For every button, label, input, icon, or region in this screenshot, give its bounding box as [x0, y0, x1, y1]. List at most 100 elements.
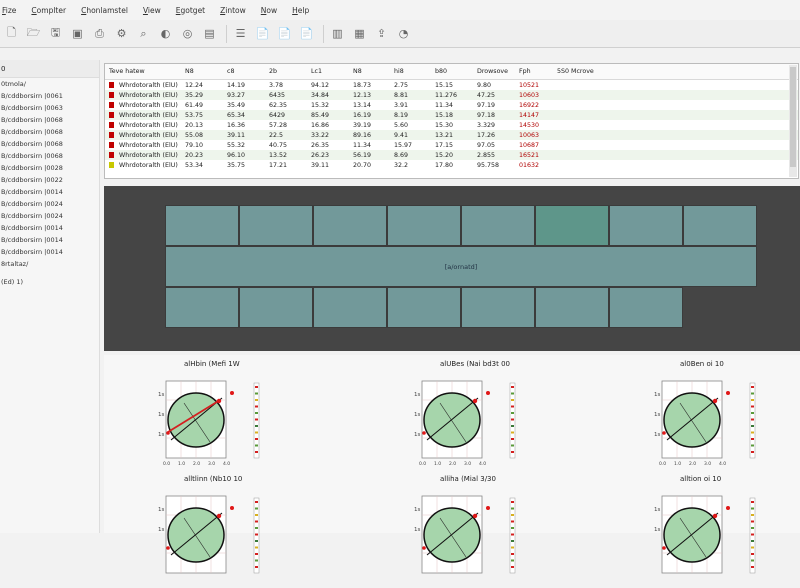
sidebar-item[interactable]: B/cddborsirn |0068: [1, 140, 63, 148]
zoom-icon[interactable]: ⌕: [140, 26, 147, 40]
column-header[interactable]: 5S0 Mcrove: [557, 68, 594, 75]
layout-tile[interactable]: [461, 205, 535, 246]
layout-tile[interactable]: [313, 205, 387, 246]
data-point: [472, 513, 478, 519]
settings-icon[interactable]: ⚙: [116, 27, 127, 40]
layout-tile[interactable]: [239, 205, 313, 246]
table-row[interactable]: Whrdotoralth (ElU) 35.29 93.27 6435 34.84 12.…: [105, 90, 798, 100]
layout-tile[interactable]: [387, 287, 461, 328]
layout-tile[interactable]: [535, 287, 609, 328]
table-cell: 97.18: [477, 111, 496, 119]
image-icon[interactable]: ▣: [72, 27, 83, 40]
sidebar-item[interactable]: B/cddborsirn |0022: [1, 176, 63, 184]
layout-tile[interactable]: [313, 287, 387, 328]
sidebar-item[interactable]: B/cddborsirn |0028: [1, 164, 63, 172]
sidebar-item[interactable]: B/cddborsirn |0024: [1, 200, 63, 208]
data-point: [422, 546, 426, 550]
chart-icon[interactable]: ▦: [354, 27, 365, 40]
row-name-cell: Whrdotoralth (ElU): [105, 152, 185, 159]
layout-tile[interactable]: [387, 205, 461, 246]
layout-tile[interactable]: [165, 287, 239, 328]
sidebar-item[interactable]: B/cddborsirn |0068: [1, 152, 63, 160]
scrollbar-thumb[interactable]: [790, 67, 796, 167]
layout-tile[interactable]: [461, 287, 535, 328]
export-icon[interactable]: ⇪: [376, 27, 387, 40]
table-row[interactable]: Whrdotoralth (ElU) 53.75 65.34 6429 85.49 16.…: [105, 110, 798, 120]
table-row[interactable]: Whrdotoralth (ElU) 20.23 96.10 13.52 26.23 56…: [105, 150, 798, 160]
table-cell: 8.81: [394, 91, 409, 99]
open-doc-icon[interactable]: 🗁: [26, 26, 41, 39]
column-header[interactable]: b80: [435, 68, 448, 75]
layout-tile[interactable]: [239, 287, 313, 328]
table-row[interactable]: Whrdotoralth (ElU) 53.34 35.75 17.21 39.11 20…: [105, 160, 798, 170]
table-cell: 62.35: [269, 101, 288, 109]
column-header[interactable]: 2b: [269, 68, 278, 75]
menu-view[interactable]: View: [142, 5, 161, 15]
page-icon[interactable]: ▤: [204, 27, 215, 40]
sidebar-item[interactable]: B/cddborsirn |0024: [1, 212, 63, 220]
column-header[interactable]: Teve hatew: [109, 68, 145, 75]
layout-tile-formatted[interactable]: [a/ornatd]: [165, 246, 757, 287]
sidebar-item[interactable]: 0tmola/: [1, 80, 26, 88]
row-name-cell: Whrdotoralth (ElU): [105, 92, 185, 99]
sidebar-item[interactable]: B/cddborsirn |0014: [1, 224, 63, 232]
legend-swatch: [751, 418, 754, 421]
sidebar-item[interactable]: 8rtaltaz/: [1, 260, 29, 268]
legend-swatch: [255, 431, 258, 434]
x-tick-label: 2.0: [689, 461, 696, 467]
column-header[interactable]: Drowsove: [477, 68, 509, 75]
column-header[interactable]: N8: [353, 68, 362, 75]
table-row[interactable]: Whrdotoralth (ElU) 79.10 55.32 40.75 26.35 11…: [105, 140, 798, 150]
color-swatch: [109, 112, 114, 118]
sidebar-item[interactable]: B/cddborsirn |0014: [1, 236, 63, 244]
menu-help[interactable]: Help: [292, 5, 310, 15]
print-icon[interactable]: ⎙: [95, 26, 104, 40]
sidebar-item[interactable]: B/cddborsirn |0068: [1, 116, 63, 124]
table-cell: 61.49: [185, 101, 204, 109]
sidebar-item[interactable]: B/cddborsirn |0061: [1, 92, 63, 100]
legend-swatch: [255, 438, 258, 440]
menu-egotget[interactable]: Egotget: [175, 5, 206, 15]
column-header[interactable]: Fph: [519, 68, 531, 75]
layout-tile[interactable]: [683, 205, 757, 246]
camera-icon[interactable]: ▥: [332, 27, 343, 40]
sidebar-item[interactable]: B/cddborsirn |0014: [1, 248, 63, 256]
column-header[interactable]: Lc1: [311, 68, 322, 75]
layout-tile[interactable]: [165, 205, 239, 246]
y-tick-label: 1s: [158, 527, 164, 533]
legend-swatch: [255, 527, 258, 529]
doc-a-icon[interactable]: 📄: [255, 27, 270, 40]
list-icon[interactable]: ☰: [235, 27, 246, 40]
layout-tile[interactable]: [535, 205, 609, 246]
save-doc-icon[interactable]: 🖫: [50, 26, 61, 39]
menu-complter[interactable]: Complter: [31, 5, 67, 15]
layout-tile[interactable]: [609, 287, 683, 328]
layout-tile[interactable]: [609, 205, 683, 246]
doc-c-icon[interactable]: 📄: [299, 27, 314, 40]
target-icon[interactable]: ◎: [182, 27, 193, 40]
menu-fize[interactable]: Fize: [2, 5, 17, 15]
column-header[interactable]: hi8: [394, 68, 404, 75]
doc-b-icon[interactable]: 📄: [277, 27, 292, 40]
legend-swatch: [751, 405, 754, 408]
column-header[interactable]: N8: [185, 68, 194, 75]
legend-swatch: [511, 566, 514, 568]
sidebar-footer[interactable]: (Ed) 1): [1, 278, 24, 286]
menu-chonlamstel[interactable]: Chonlamstel: [81, 5, 128, 15]
color-icon[interactable]: ◐: [160, 27, 171, 40]
sidebar-item[interactable]: B/cddborsirn |0014: [1, 188, 63, 196]
legend-swatch: [751, 546, 754, 549]
table-row[interactable]: Whrdotoralth (ElU) 12.24 14.19 3.78 94.12 18.…: [105, 80, 798, 90]
table-scrollbar[interactable]: [789, 65, 797, 177]
menu-now[interactable]: Now: [260, 5, 278, 15]
table-row[interactable]: Whrdotoralth (ElU) 20.13 16.36 57.28 16.86 39…: [105, 120, 798, 130]
table-row[interactable]: Whrdotoralth (ElU) 55.08 39.11 22.5 33.22 89.…: [105, 130, 798, 140]
table-cell: 55.08: [185, 131, 204, 139]
sidebar-item[interactable]: B/cddborsirn |0068: [1, 128, 63, 136]
new-doc-icon[interactable]: 🗋: [7, 26, 16, 39]
gauge-icon[interactable]: ◔: [398, 27, 409, 40]
sidebar-item[interactable]: B/cddborsirn |0063: [1, 104, 63, 112]
column-header[interactable]: c8: [227, 68, 235, 75]
table-row[interactable]: Whrdotoralth (ElU) 61.49 35.49 62.35 15.32 13…: [105, 100, 798, 110]
menu-zintow[interactable]: Zintow: [220, 5, 246, 15]
